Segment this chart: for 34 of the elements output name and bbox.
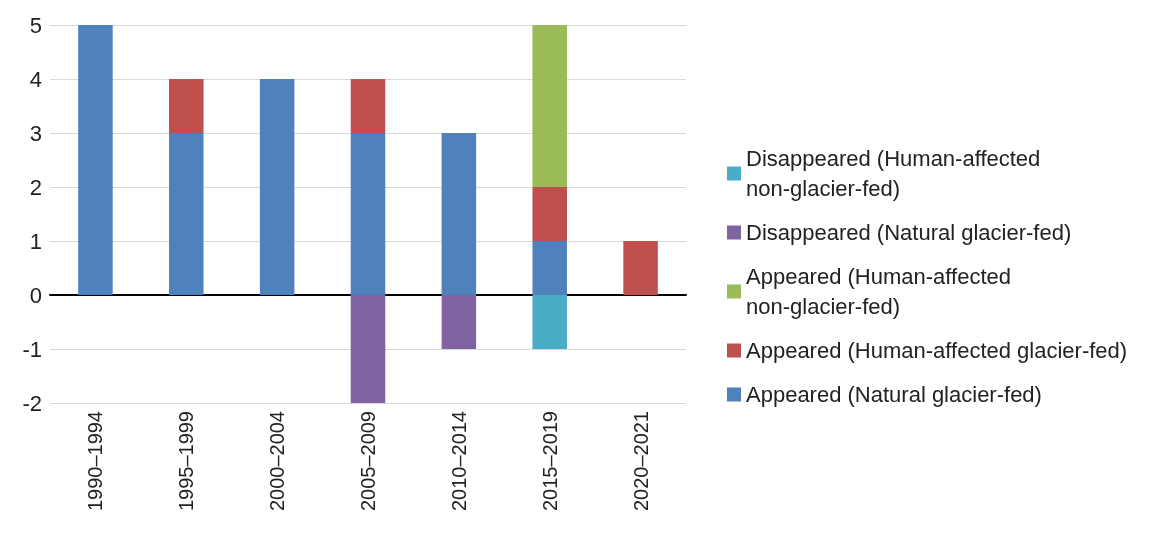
y-tick-label: 4: [29, 66, 42, 92]
y-tick-label: 5: [29, 12, 42, 38]
y-tick-label: -1: [22, 336, 42, 362]
bar: [169, 79, 204, 133]
legend-label: Disappeared (Natural glacier-fed): [746, 220, 1072, 245]
legend-label: Appeared (Human-affected glacier-fed): [746, 338, 1128, 363]
x-tick-label: 2010–2014: [447, 411, 470, 512]
y-tick-label: 1: [29, 228, 42, 254]
bar: [532, 241, 567, 295]
x-tick-label: 1995–1999: [175, 411, 198, 512]
y-tick-label: 0: [29, 282, 42, 308]
x-tick-label: 2015–2019: [538, 411, 561, 512]
bar: [350, 295, 386, 403]
bar: [78, 25, 113, 295]
y-tick-label: -2: [22, 390, 42, 416]
bar: [350, 79, 386, 133]
x-tick-label: 2020–2021: [629, 411, 652, 512]
legend-label: Appeared (Human-affected non-glacier-fed): [746, 264, 1018, 319]
legend-label: Appeared (Natural glacier-fed): [746, 382, 1042, 407]
x-tick-label: 1990–1994: [84, 411, 107, 512]
x-tick-label: 2000–2004: [266, 411, 289, 512]
bar: [350, 133, 386, 295]
bar: [532, 25, 567, 187]
bar: [259, 79, 295, 295]
bar: [623, 241, 658, 295]
bar: [441, 133, 477, 295]
y-tick-label: 3: [29, 120, 42, 146]
y-tick-label: 2: [29, 174, 42, 200]
bar: [532, 187, 567, 241]
bar: [532, 295, 567, 349]
legend-label: Disappeared (Human-affected non-glacier-fed): [746, 146, 1047, 201]
x-tick-label: 2005–2009: [357, 411, 379, 512]
bar: [169, 133, 204, 295]
bar: [441, 295, 477, 349]
